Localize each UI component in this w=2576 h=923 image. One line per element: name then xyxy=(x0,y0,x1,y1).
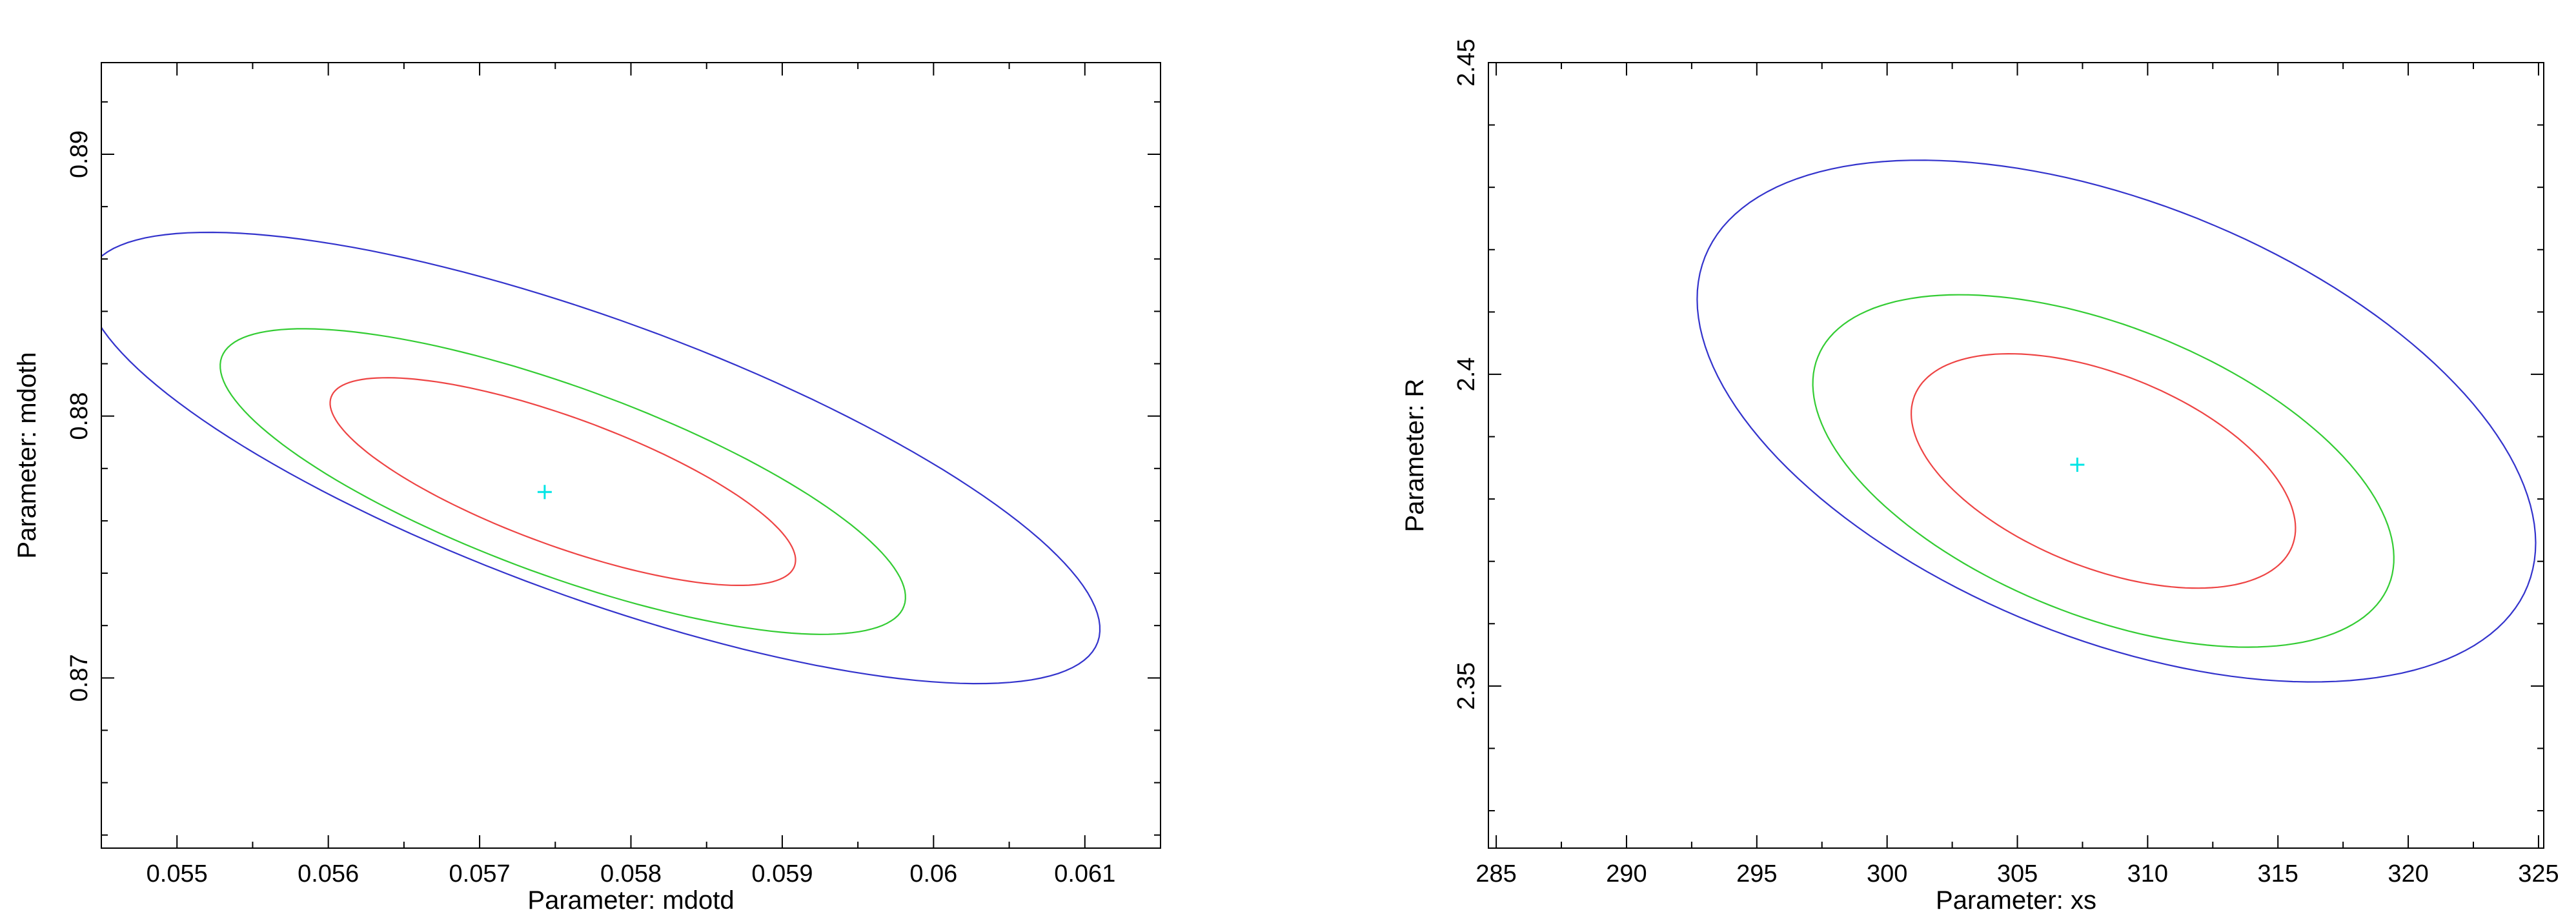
x-tick-label: 290 xyxy=(1606,860,1647,888)
contour-group xyxy=(101,231,1101,685)
x-tick-label: 300 xyxy=(1867,860,1907,888)
contour-chart-mdotd-mdoth: 0.055 0.056 0.057 0.058 0.059 0.06 0.061 0.87 0.… xyxy=(13,62,1161,915)
x-tick-label: 0.057 xyxy=(449,860,511,888)
y-tick-label: 2.4 xyxy=(1453,358,1480,392)
contour-line-1 xyxy=(1910,352,2297,589)
x-tick-label: 295 xyxy=(1736,860,1777,888)
contour-line-2 xyxy=(1812,294,2395,648)
x-tick-label: 325 xyxy=(2518,860,2559,888)
tick-labels: 285 290 295 300 305 310 315 320 325 2.35 2.4 2.45 xyxy=(1453,39,2559,888)
x-axis-label: Parameter: mdotd xyxy=(527,886,734,915)
x-tick-label: 310 xyxy=(2127,860,2168,888)
y-axis-label: Parameter: mdoth xyxy=(13,352,41,558)
x-tick-label: 305 xyxy=(1997,860,2038,888)
x-tick-label: 0.06 xyxy=(909,860,957,888)
x-tick-label: 0.058 xyxy=(600,860,662,888)
y-axis-label: Parameter: R xyxy=(1401,379,1429,532)
x-tick-label: 0.055 xyxy=(147,860,208,888)
y-tick-label: 0.89 xyxy=(66,130,93,178)
x-tick-label: 0.056 xyxy=(298,860,359,888)
y-tick-label: 2.45 xyxy=(1453,39,1480,86)
contour-line-1 xyxy=(329,377,796,587)
x-tick-label: 315 xyxy=(2258,860,2298,888)
contour-line-2 xyxy=(219,328,906,635)
tick-marks xyxy=(1488,62,2544,848)
y-tick-label: 0.88 xyxy=(66,392,93,440)
tick-marks xyxy=(101,63,1161,848)
tick-labels: 0.055 0.056 0.057 0.058 0.059 0.06 0.061 0.87 0.… xyxy=(66,130,1115,888)
x-tick-label: 320 xyxy=(2388,860,2428,888)
contour-line-3 xyxy=(1696,159,2537,683)
y-tick-label: 2.35 xyxy=(1453,662,1480,710)
best-fit-marker xyxy=(2070,457,2085,472)
x-axis-label: Parameter: xs xyxy=(1936,886,2096,915)
plot-frame xyxy=(1488,62,2544,849)
y-tick-label: 0.87 xyxy=(66,654,93,702)
x-tick-label: 285 xyxy=(1476,860,1516,888)
contour-line-3 xyxy=(101,231,1101,685)
best-fit-marker xyxy=(537,485,552,500)
contour-chart-xs-r: 285 290 295 300 305 310 315 320 325 2.35 2.4 2.45 P… xyxy=(1401,39,2559,915)
contour-group xyxy=(1696,159,2537,683)
x-tick-label: 0.061 xyxy=(1054,860,1115,888)
x-tick-label: 0.059 xyxy=(751,860,813,888)
